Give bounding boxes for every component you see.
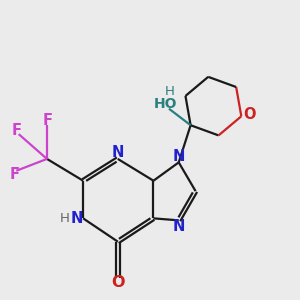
Text: N: N xyxy=(112,146,124,160)
Text: F: F xyxy=(12,123,22,138)
Text: H: H xyxy=(60,212,70,225)
Text: H: H xyxy=(165,85,175,98)
Text: HO: HO xyxy=(153,97,177,111)
Text: O: O xyxy=(243,107,256,122)
Text: O: O xyxy=(111,275,124,290)
Text: N: N xyxy=(172,149,185,164)
Text: N: N xyxy=(70,211,83,226)
Text: F: F xyxy=(9,167,19,182)
Text: F: F xyxy=(43,113,53,128)
Text: N: N xyxy=(172,219,185,234)
